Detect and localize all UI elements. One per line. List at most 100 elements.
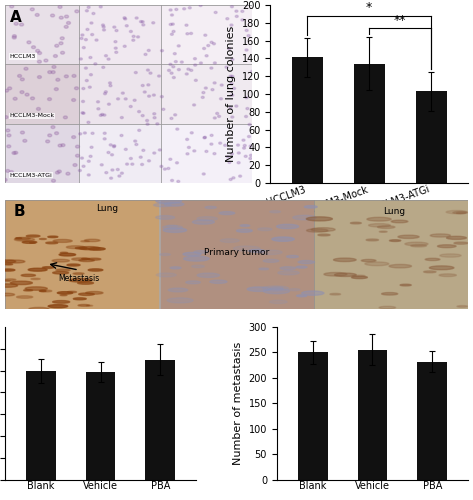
Circle shape bbox=[122, 92, 124, 94]
Circle shape bbox=[141, 20, 144, 23]
Ellipse shape bbox=[53, 272, 69, 274]
Circle shape bbox=[204, 34, 207, 36]
Circle shape bbox=[100, 164, 103, 166]
Circle shape bbox=[92, 12, 95, 14]
Circle shape bbox=[235, 105, 238, 107]
Ellipse shape bbox=[194, 250, 208, 254]
Circle shape bbox=[66, 172, 70, 175]
Circle shape bbox=[113, 146, 115, 148]
Circle shape bbox=[146, 120, 149, 122]
Ellipse shape bbox=[297, 295, 307, 297]
Circle shape bbox=[37, 76, 42, 78]
Ellipse shape bbox=[277, 224, 298, 228]
Ellipse shape bbox=[25, 287, 47, 290]
Ellipse shape bbox=[389, 264, 412, 268]
Circle shape bbox=[32, 46, 35, 48]
Circle shape bbox=[140, 164, 144, 166]
Ellipse shape bbox=[334, 273, 356, 276]
Circle shape bbox=[175, 60, 177, 62]
Circle shape bbox=[79, 133, 82, 135]
Circle shape bbox=[86, 28, 89, 30]
Ellipse shape bbox=[73, 298, 86, 300]
Circle shape bbox=[167, 168, 170, 170]
Circle shape bbox=[147, 84, 150, 86]
Ellipse shape bbox=[280, 266, 296, 270]
Circle shape bbox=[89, 56, 92, 58]
Circle shape bbox=[101, 114, 104, 116]
Circle shape bbox=[88, 160, 90, 162]
Ellipse shape bbox=[454, 242, 468, 244]
Ellipse shape bbox=[1, 269, 15, 271]
Ellipse shape bbox=[365, 262, 389, 266]
Circle shape bbox=[188, 6, 191, 9]
Circle shape bbox=[205, 150, 208, 152]
Circle shape bbox=[152, 22, 155, 24]
Circle shape bbox=[20, 90, 24, 94]
Circle shape bbox=[25, 93, 29, 96]
Bar bbox=[161, 64, 253, 124]
Circle shape bbox=[207, 44, 210, 46]
Circle shape bbox=[185, 24, 188, 26]
Circle shape bbox=[170, 33, 174, 35]
Circle shape bbox=[199, 4, 202, 6]
Circle shape bbox=[6, 170, 9, 172]
Circle shape bbox=[211, 88, 214, 90]
Circle shape bbox=[247, 136, 251, 138]
Ellipse shape bbox=[82, 258, 89, 260]
Circle shape bbox=[148, 95, 150, 97]
Circle shape bbox=[160, 96, 163, 98]
Circle shape bbox=[170, 72, 173, 74]
Text: HCCLM3-Mock: HCCLM3-Mock bbox=[9, 114, 55, 118]
Circle shape bbox=[230, 153, 234, 155]
Circle shape bbox=[20, 78, 24, 81]
Circle shape bbox=[14, 152, 18, 154]
Circle shape bbox=[235, 10, 238, 12]
Circle shape bbox=[72, 136, 76, 138]
Ellipse shape bbox=[287, 256, 298, 258]
Circle shape bbox=[97, 108, 100, 110]
Ellipse shape bbox=[263, 260, 279, 262]
Text: Metastasis: Metastasis bbox=[58, 274, 99, 283]
Circle shape bbox=[177, 180, 180, 182]
Ellipse shape bbox=[240, 224, 250, 226]
Circle shape bbox=[232, 177, 235, 179]
Ellipse shape bbox=[270, 210, 280, 213]
Ellipse shape bbox=[260, 250, 282, 254]
Ellipse shape bbox=[210, 280, 227, 283]
Ellipse shape bbox=[88, 269, 103, 271]
Ellipse shape bbox=[39, 290, 52, 292]
Circle shape bbox=[44, 59, 48, 62]
Circle shape bbox=[76, 154, 79, 157]
Circle shape bbox=[8, 87, 12, 90]
Circle shape bbox=[172, 76, 175, 78]
Ellipse shape bbox=[438, 245, 456, 248]
Circle shape bbox=[113, 26, 116, 28]
Circle shape bbox=[251, 70, 254, 72]
Circle shape bbox=[160, 166, 163, 168]
Circle shape bbox=[203, 136, 206, 139]
Text: Lung: Lung bbox=[96, 204, 118, 214]
Ellipse shape bbox=[52, 260, 70, 262]
Circle shape bbox=[162, 108, 165, 110]
Circle shape bbox=[210, 67, 213, 69]
Circle shape bbox=[190, 132, 193, 134]
Circle shape bbox=[185, 138, 189, 140]
Ellipse shape bbox=[4, 280, 10, 281]
Circle shape bbox=[20, 131, 25, 134]
Ellipse shape bbox=[270, 287, 283, 290]
Circle shape bbox=[81, 34, 84, 36]
Circle shape bbox=[229, 75, 232, 78]
Ellipse shape bbox=[57, 292, 73, 294]
Ellipse shape bbox=[424, 271, 436, 273]
Circle shape bbox=[230, 82, 233, 85]
Ellipse shape bbox=[293, 216, 316, 220]
Circle shape bbox=[24, 68, 28, 70]
Ellipse shape bbox=[367, 218, 391, 221]
Circle shape bbox=[5, 90, 9, 92]
Ellipse shape bbox=[22, 241, 37, 244]
Circle shape bbox=[153, 152, 156, 154]
Ellipse shape bbox=[439, 274, 456, 276]
Circle shape bbox=[13, 98, 17, 100]
Bar bbox=[79, 124, 161, 183]
Bar bbox=[416, 92, 447, 183]
